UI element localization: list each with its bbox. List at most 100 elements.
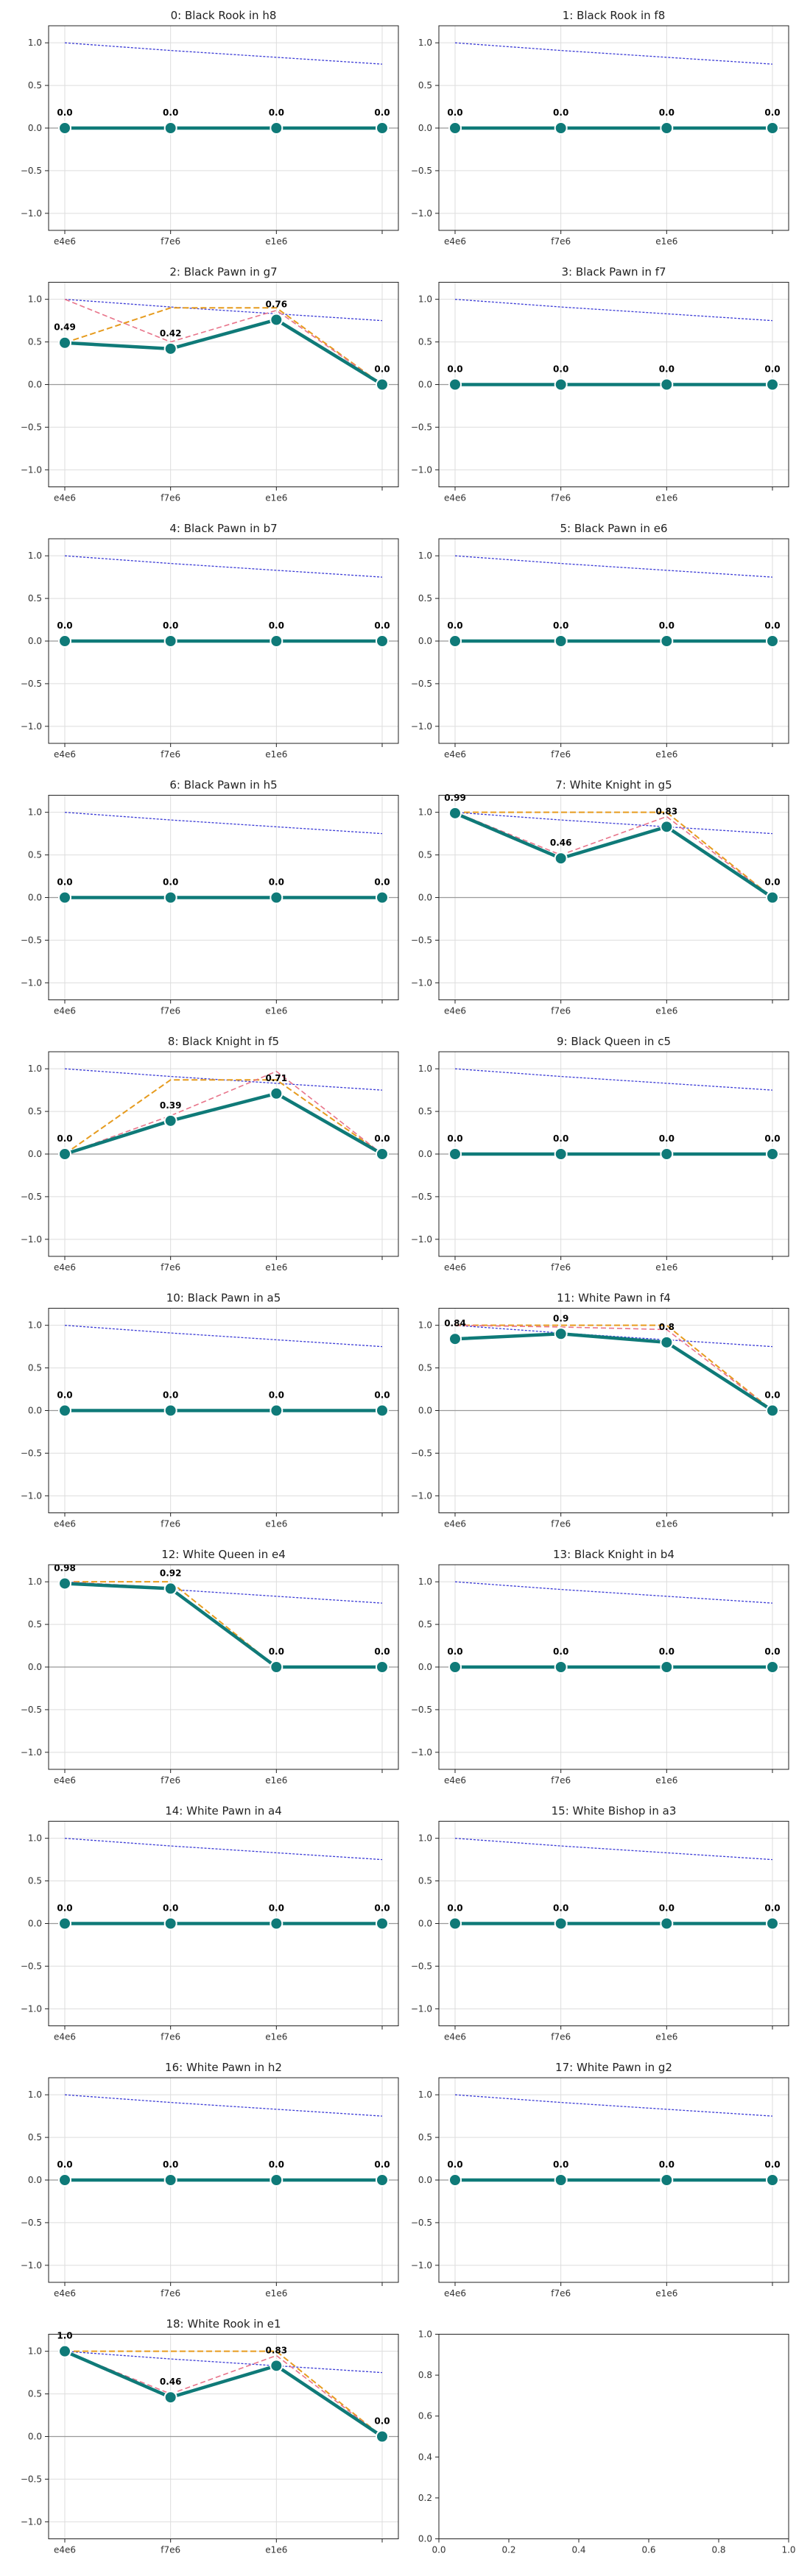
data-label: 0.0 [269,877,284,888]
main-series-line [454,1332,774,1412]
subplot-title: 6: Black Pawn in h5 [169,779,277,792]
data-label: 0.0 [447,1133,462,1144]
data-label: 0.49 [54,322,76,333]
data-label: 0.0 [764,364,780,375]
data-label: 0.0 [553,1903,568,1914]
data-label: 0.0 [447,2159,462,2170]
main-series-point [270,1086,284,1100]
x-tick-label: e1e6 [655,2288,677,2299]
subplot-title: 18: White Rook in e1 [166,2318,281,2331]
data-label: 0.0 [374,2416,390,2427]
main-series-point [448,634,462,648]
data-label: 0.0 [659,1646,675,1657]
data-label: 0.0 [163,2159,178,2170]
data-label: 0.0 [374,107,390,118]
main-series-point [660,2173,674,2187]
y-tick-label: −0.5 [21,1705,42,1715]
main-series-point [660,378,674,392]
data-label: 0.0 [163,620,178,631]
data-label: 0.98 [54,1563,76,1573]
main-series-point [163,1917,177,1931]
y-tick-label: 1.0 [28,1320,42,1331]
x-tick-label: e1e6 [655,749,677,760]
y-tick-label: −0.5 [411,422,432,432]
main-series-point [58,1404,71,1418]
y-tick-label: 0.5 [28,2132,42,2142]
y-tick-label: 0.0 [418,636,432,646]
x-tick-label: e1e6 [265,1262,287,1273]
x-tick-label: f7e6 [161,1262,180,1273]
reference-series-line [454,555,773,578]
data-label: 0.0 [374,620,390,631]
main-series-point [58,891,71,905]
plot-frame [438,2334,789,2539]
main-series-point [58,2173,71,2187]
x-tick-label: e1e6 [655,1519,677,1529]
y-tick-label: 0.4 [418,2452,432,2462]
subplot-title: 10: Black Pawn in a5 [166,1292,281,1305]
main-series-point [58,1147,71,1161]
y-tick-label: −1.0 [411,2260,432,2271]
subplot-16: 16: White Pawn in h2 0.0 0.0 0.0 0.0 1.0 0.5 0.… [21,2061,399,2299]
x-tick-label: e4e6 [54,2288,76,2299]
data-label: 0.9 [553,1313,568,1323]
pink-series-line [454,1324,773,1412]
main-series-point [163,634,177,648]
main-series-point [766,634,779,648]
main-series-point [270,313,284,327]
x-tick-label: f7e6 [161,2288,180,2299]
x-tick-label: e4e6 [444,2288,466,2299]
main-series-line [64,2349,384,2438]
x-tick-label: e1e6 [655,1262,677,1273]
data-label: 0.0 [447,1903,462,1914]
orange-series-line [455,1324,773,1412]
x-tick-label: e4e6 [54,1775,76,1786]
data-label: 0.0 [553,1646,568,1657]
y-tick-label: 0.0 [418,123,432,133]
subplot-title: 15: White Bishop in a3 [552,1805,677,1818]
data-label: 0.0 [374,1646,390,1657]
y-tick-label: 0.0 [418,1406,432,1416]
reference-series-line [454,42,773,65]
x-tick-label: e4e6 [54,1262,76,1273]
subplot-title: 2: Black Pawn in g7 [169,266,277,279]
subplot-title: 4: Black Pawn in b7 [169,522,277,535]
subplot-title: 3: Black Pawn in f7 [561,266,666,279]
y-tick-label: −0.5 [21,1448,42,1458]
reference-series-line [64,812,383,835]
main-series-point [163,121,177,135]
data-label: 1.0 [57,2331,72,2341]
y-tick-label: −0.5 [21,1192,42,1202]
main-series-point [376,2173,389,2187]
main-series-point [270,121,284,135]
y-tick-label: 1.0 [418,1064,432,1074]
y-tick-label: 0.0 [28,380,42,390]
y-tick-label: 0.5 [28,1363,42,1373]
y-tick-label: −0.5 [411,1448,432,1458]
y-tick-label: 1.0 [28,551,42,561]
main-series-point [376,378,389,392]
x-tick-label: 0.8 [711,2545,725,2555]
data-label: 0.0 [57,1390,72,1401]
subplot-19: 0.0 0.2 0.4 0.6 0.8 1.0 1.0 0.8 0.6 0.4 0.2 0.0 [418,2329,796,2555]
main-series-point [270,2359,284,2373]
x-tick-label: e4e6 [54,1519,76,1529]
data-label: 0.99 [444,793,466,803]
main-series-point [554,378,568,392]
main-series-point [376,2430,389,2444]
x-tick-label: e1e6 [265,1006,287,1016]
y-tick-label: 1.0 [418,1577,432,1587]
reference-series-line [454,812,773,835]
subplot-title: 12: White Queen in e4 [161,1548,286,1561]
x-tick-label: 0.4 [571,2545,585,2555]
data-label: 0.0 [57,1903,72,1914]
y-tick-label: −0.5 [411,2218,432,2228]
main-series-point [58,634,71,648]
x-tick-label: e4e6 [444,1262,466,1273]
x-tick-label: e4e6 [54,749,76,760]
pink-series-line [64,1070,383,1155]
main-series-point [376,1660,389,1674]
main-series-point [448,2173,462,2187]
y-tick-label: −0.5 [21,2218,42,2228]
